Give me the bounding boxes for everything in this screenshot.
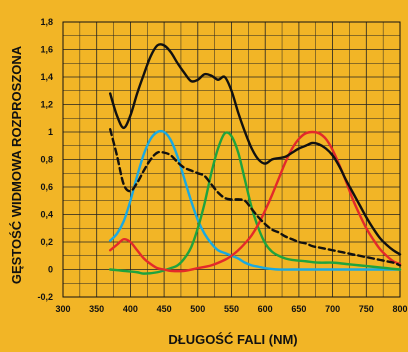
y-tick-label: 0,2	[40, 237, 53, 247]
y-axis-label: GĘSTOŚĆ WIDMOWA ROZPROSZONA	[9, 45, 24, 284]
y-tick-label: -0,2	[37, 292, 53, 302]
x-tick-label: 550	[224, 304, 239, 314]
y-tick-label: 1,4	[40, 72, 53, 82]
x-axis-label: DŁUGOŚĆ FALI (NM)	[168, 332, 297, 347]
series-line-2	[108, 129, 402, 271]
x-tick-label: 800	[392, 304, 407, 314]
y-tick-label: 0,8	[40, 155, 53, 165]
series-line-0	[108, 43, 402, 256]
y-tick-label: 0	[48, 265, 53, 275]
y-tick-label: 1,2	[40, 100, 53, 110]
x-tick-label: 350	[89, 304, 104, 314]
series-line-3	[108, 131, 402, 275]
y-tick-label: 1,8	[40, 17, 53, 27]
series-line-1	[108, 128, 402, 267]
x-tick-label: 600	[258, 304, 273, 314]
x-tick-label: 650	[291, 304, 306, 314]
y-tick-labels: -0,2 0 0,2 0,4 0,6 0,8 1 1,2 1,4 1,6 1,8	[37, 17, 53, 302]
plot-border	[62, 21, 401, 298]
x-tick-label: 750	[359, 304, 374, 314]
y-tick-label: 0,4	[40, 210, 53, 220]
plot-area	[108, 43, 402, 275]
x-tick-labels: 300 350 400 450 500 550 600 650 700 750 800	[55, 304, 407, 314]
series-line-4	[108, 130, 402, 273]
x-tick-label: 500	[190, 304, 205, 314]
y-tick-label: 1,6	[40, 45, 53, 55]
x-tick-label: 400	[123, 304, 138, 314]
x-tick-label: 700	[325, 304, 340, 314]
x-tick-label: 450	[157, 304, 172, 314]
y-tick-label: 1	[48, 127, 53, 137]
y-tick-label: 0,6	[40, 182, 53, 192]
x-tick-label: 300	[55, 304, 70, 314]
